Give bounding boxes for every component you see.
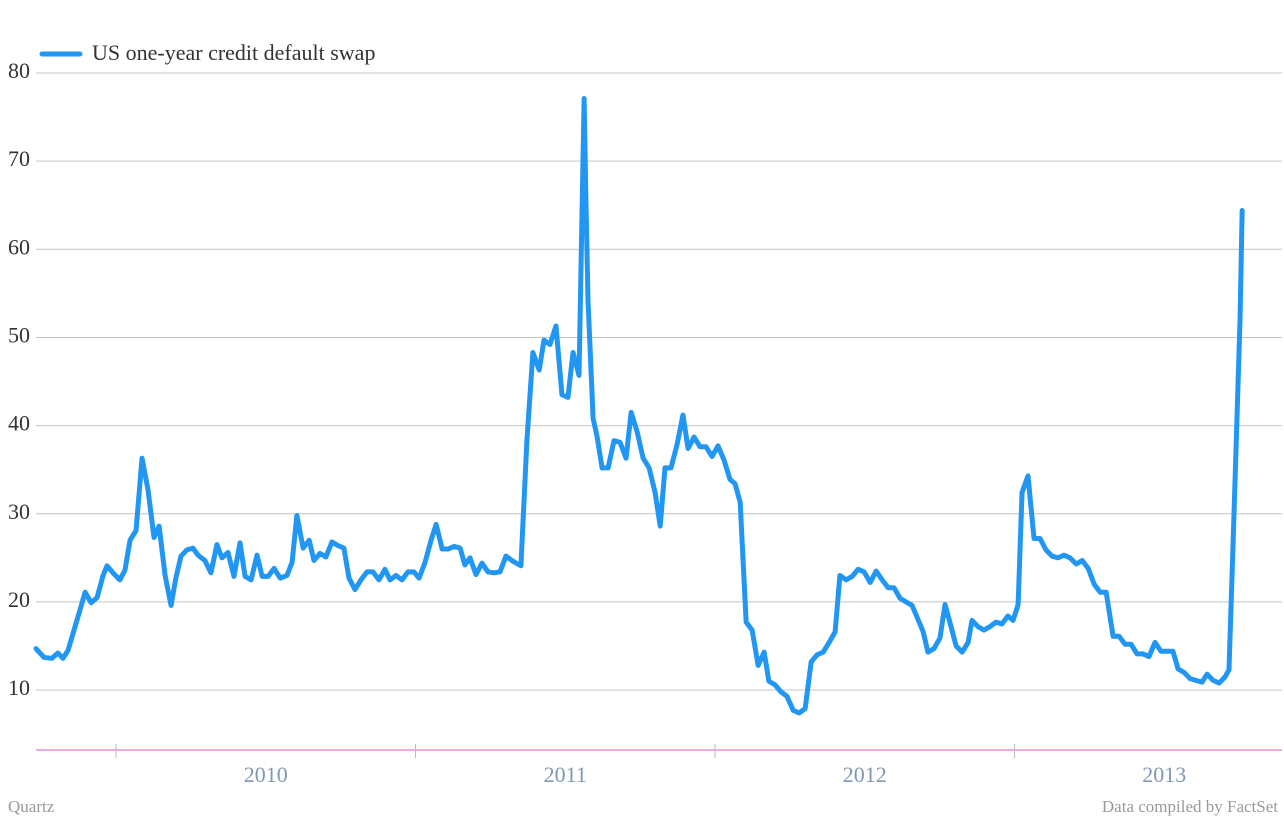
y-tick-label: 60 <box>8 234 30 259</box>
y-tick-label: 80 <box>8 58 30 83</box>
credit: Quartz <box>8 797 55 816</box>
x-tick-label: 2012 <box>843 762 887 787</box>
y-tick-label: 50 <box>8 323 30 348</box>
x-tick-label: 2011 <box>544 762 587 787</box>
legend-label: US one-year credit default swap <box>92 40 375 65</box>
y-tick-label: 70 <box>8 146 30 171</box>
y-tick-label: 20 <box>8 587 30 612</box>
y-tick-label: 30 <box>8 499 30 524</box>
x-tick-label: 2010 <box>244 762 288 787</box>
x-tick-label: 2013 <box>1142 762 1186 787</box>
series-line <box>33 96 1245 716</box>
y-tick-label: 10 <box>8 675 30 700</box>
source: Data compiled by FactSet <box>1102 797 1278 816</box>
y-tick-label: 40 <box>8 411 30 436</box>
